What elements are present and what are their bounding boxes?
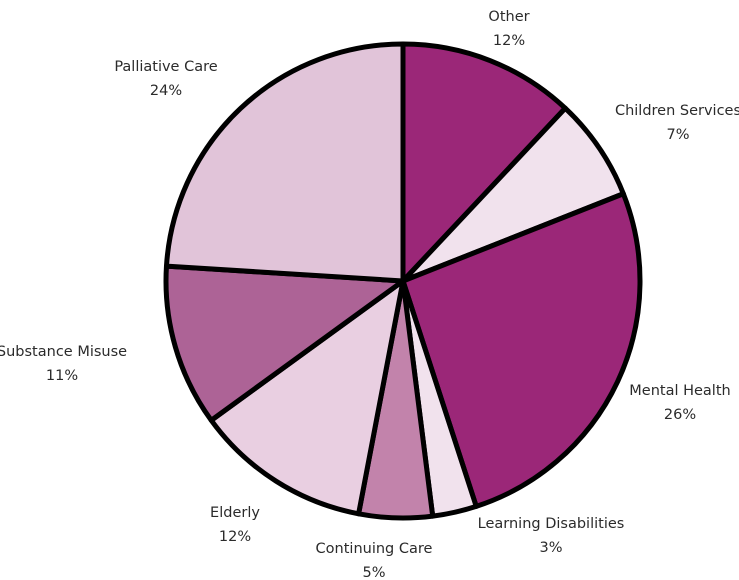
slice-value-learning-disabilities: 3% (539, 540, 562, 556)
slice-label-elderly: Elderly (210, 505, 260, 521)
slice-label-mental-health: Mental Health (629, 383, 730, 399)
slice-label-substance-misuse: Substance Misuse (0, 344, 127, 360)
slice-label-palliative-care: Palliative Care (114, 59, 217, 75)
pie-labels: Other 12% Children Services 7% Mental Health… (0, 9, 739, 580)
slice-label-learning-disabilities: Learning Disabilities (478, 516, 625, 532)
slice-label-continuing-care: Continuing Care (316, 541, 433, 557)
slice-value-other: 12% (493, 33, 525, 49)
slice-value-palliative-care: 24% (150, 83, 182, 99)
slice-label-children-services: Children Services (615, 103, 739, 119)
slice-value-continuing-care: 5% (362, 565, 385, 580)
pie-slice-other[interactable] (400, 41, 568, 284)
pie-slice-elderly[interactable] (208, 278, 406, 517)
slice-label-other: Other (488, 9, 529, 25)
pie-slice-mental-health[interactable] (400, 191, 643, 509)
pie-slices (163, 41, 643, 521)
pie-slice-palliative-care[interactable] (163, 41, 406, 284)
slice-value-substance-misuse: 11% (46, 368, 78, 384)
slice-value-mental-health: 26% (664, 407, 696, 423)
pie-slice-substance-misuse[interactable] (163, 263, 406, 423)
slice-value-elderly: 12% (219, 529, 251, 545)
slice-value-children-services: 7% (666, 127, 689, 143)
